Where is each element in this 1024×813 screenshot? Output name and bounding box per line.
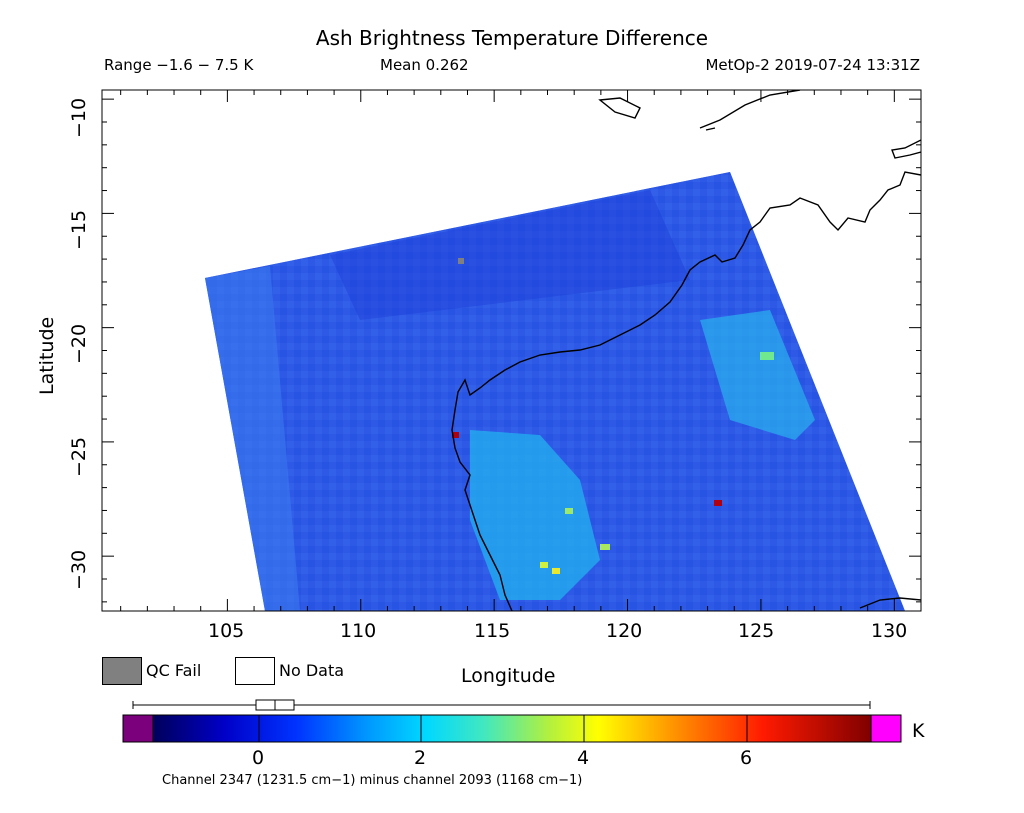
- colorbar-tick-label: 4: [577, 747, 590, 769]
- no-data-swatch: [235, 657, 275, 685]
- colorbar-caption: Channel 2347 (1231.5 cm−1) minus channel…: [162, 773, 583, 788]
- warm-pixel: [565, 508, 573, 514]
- coastline-north: [598, 90, 801, 131]
- overflow-swatch: [870, 714, 902, 743]
- cyan-patch-east: [700, 310, 815, 440]
- data-swath-texture: [205, 172, 905, 611]
- map-title: Ash Brightness Temperature Difference: [315, 26, 709, 50]
- axis-ticks: [102, 90, 922, 611]
- x-tick-label: 125: [738, 620, 775, 642]
- warm-pixel: [552, 568, 560, 574]
- hot-pixel: [714, 500, 722, 506]
- warm-pixel: [600, 544, 610, 550]
- northern-dark-band: [330, 190, 690, 320]
- colorbar-tick-label: 6: [740, 747, 753, 769]
- no-data-label: No Data: [279, 661, 345, 680]
- x-axis-label: Longitude: [461, 665, 556, 687]
- colorbar-tick-label: 2: [414, 747, 427, 769]
- qc-fail-pixel: [458, 258, 464, 264]
- x-tick-label: 120: [606, 620, 643, 642]
- mean-label: Mean 0.262: [380, 56, 469, 74]
- x-tick-label: 115: [474, 620, 511, 642]
- qc-fail-label: QC Fail: [146, 661, 202, 680]
- underflow-swatch: [122, 714, 154, 743]
- coastline-timor: [891, 139, 921, 159]
- colorbar-unit: K: [912, 720, 925, 742]
- colorbar-ticks: [258, 715, 748, 742]
- coastline-south: [859, 597, 921, 609]
- x-tick-label: 130: [871, 620, 908, 642]
- qc-fail-swatch: [102, 657, 142, 685]
- warm-pixel: [540, 562, 548, 568]
- western-light-band: [205, 266, 300, 611]
- hot-pixel: [452, 432, 459, 438]
- coastline-australia: [451, 171, 921, 611]
- range-label: Range −1.6 − 7.5 K: [104, 56, 254, 74]
- warm-pixel: [760, 352, 774, 360]
- colorbar-gradient: [152, 714, 872, 743]
- satellite-time-label: MetOp-2 2019-07-24 13:31Z: [705, 56, 920, 74]
- x-tick-label: 110: [340, 620, 377, 642]
- colorbar-tick-label: 0: [252, 747, 265, 769]
- cyan-patch-coast: [470, 430, 600, 600]
- x-tick-label: 105: [208, 620, 245, 642]
